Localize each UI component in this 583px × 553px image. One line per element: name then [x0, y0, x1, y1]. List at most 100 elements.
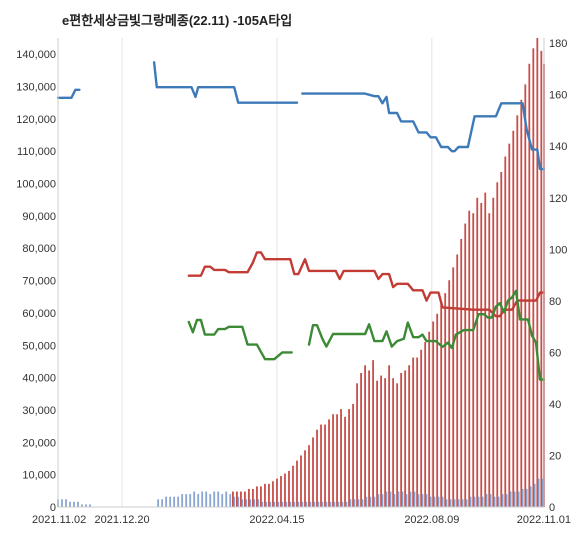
- blue-bar: [481, 496, 484, 507]
- blue-bar: [505, 494, 508, 507]
- y-left-tick-label: 120,000: [16, 114, 56, 126]
- red-bar: [296, 460, 298, 507]
- blue-bar: [233, 496, 236, 507]
- blue-bar: [357, 499, 360, 507]
- blue-bar: [401, 491, 404, 507]
- red-bar: [464, 223, 467, 508]
- blue-bar: [309, 501, 312, 507]
- line-series-group: [56, 61, 546, 381]
- blue-bar: [433, 496, 436, 507]
- blue-bar: [473, 496, 476, 507]
- red-bar: [532, 48, 535, 508]
- blue-bar: [341, 501, 344, 507]
- blue-bar: [393, 494, 396, 507]
- blue-bar: [285, 501, 288, 507]
- blue-bar: [541, 478, 544, 507]
- red-bar: [508, 143, 511, 507]
- red-bar: [440, 303, 443, 507]
- axes: 2021.11.02 2021.12.20 2022.04.15 2022.08.09…: [16, 38, 571, 526]
- red-bar: [404, 370, 407, 507]
- blue-bar: [61, 499, 63, 507]
- red-bar: [476, 197, 479, 507]
- red-bar: [352, 403, 354, 507]
- blue-bar: [361, 499, 364, 507]
- blue-bar: [441, 496, 444, 507]
- y-right-tick-label: 140: [549, 141, 567, 153]
- blue-bar: [225, 491, 228, 507]
- blue-bar: [377, 494, 380, 507]
- blue-bar: [345, 501, 348, 507]
- red-bar: [516, 115, 519, 508]
- y-left-tick-label: 60,000: [22, 308, 56, 320]
- red-bar: [324, 424, 326, 507]
- blue-bar: [289, 501, 292, 507]
- y-left-tick-label: 0: [50, 502, 56, 514]
- red-bar: [448, 280, 451, 507]
- red-bar: [396, 383, 399, 507]
- y-left-tick-label: 50,000: [22, 340, 56, 352]
- red-bar: [444, 293, 447, 507]
- red-bar: [360, 373, 362, 507]
- x-tick-label: 2022.11.01: [517, 514, 571, 526]
- red-bar: [388, 365, 391, 507]
- red-bar: [488, 213, 491, 507]
- y-right-tick-label: 0: [549, 502, 555, 514]
- blue-bar: [73, 501, 75, 507]
- blue-bar: [513, 491, 516, 507]
- y-left-tick-label: 100,000: [16, 179, 56, 191]
- blue-bar: [397, 491, 400, 507]
- x-tick-label: 2021.11.02: [32, 514, 86, 526]
- blue-bar: [205, 491, 208, 507]
- red-bar: [240, 491, 242, 507]
- y-right-tick-label: 40: [549, 399, 561, 411]
- red-bar: [492, 197, 495, 507]
- red-bar: [380, 375, 383, 507]
- red-bar: [416, 357, 419, 507]
- red-bar: [320, 424, 322, 507]
- blue-bar: [425, 494, 428, 507]
- red-bar: [392, 378, 395, 507]
- red-bar: [472, 213, 475, 507]
- blue-bar: [385, 491, 388, 507]
- blue-bar: [477, 496, 480, 507]
- red-bar: [248, 488, 250, 507]
- red-bar: [496, 182, 499, 508]
- red-bar: [308, 445, 310, 507]
- blue-bar: [81, 504, 83, 507]
- blue-bar: [381, 494, 384, 507]
- blue-bar: [157, 499, 160, 507]
- blue-bar: [325, 501, 328, 507]
- blue-bar-series: [57, 478, 544, 507]
- y-right-tick-label: 180: [549, 38, 567, 50]
- red-bar: [256, 486, 258, 507]
- blue-bar: [329, 501, 332, 507]
- red-bar-series: [232, 38, 545, 508]
- blue-bar: [241, 499, 244, 507]
- y-left-tick-label: 30,000: [22, 405, 56, 417]
- blue-bar: [217, 491, 220, 507]
- red-bar: [244, 491, 246, 507]
- red-bar: [500, 172, 503, 507]
- blue-bar: [305, 501, 308, 507]
- blue-bar: [249, 499, 252, 507]
- blue-bar: [409, 491, 412, 507]
- blue-bar: [337, 501, 340, 507]
- red-bar: [432, 321, 435, 507]
- red-bar: [460, 239, 463, 507]
- blue-bar: [353, 499, 356, 507]
- red-bar: [276, 478, 278, 507]
- blue-bar: [173, 496, 176, 507]
- blue-bar: [489, 494, 492, 507]
- blue-bar: [533, 483, 536, 507]
- y-right-tick-label: 120: [549, 193, 567, 205]
- blue-bar: [321, 501, 324, 507]
- blue-bar: [273, 501, 276, 507]
- grid-lines: [57, 38, 545, 507]
- y-left-tick-label: 130,000: [16, 82, 56, 94]
- blue-bar: [193, 491, 196, 507]
- red-bar: [420, 349, 423, 507]
- blue-bar: [333, 501, 336, 507]
- blue-bar: [281, 501, 284, 507]
- red-bar: [316, 429, 318, 507]
